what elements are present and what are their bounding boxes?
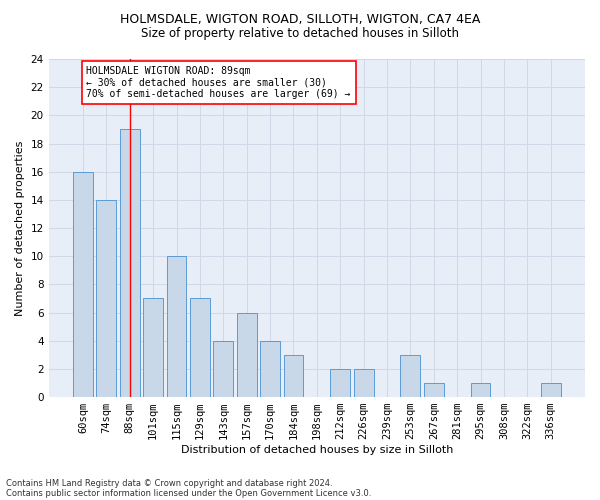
Bar	[284, 355, 304, 397]
Bar	[167, 256, 187, 397]
Bar	[400, 355, 421, 397]
Bar	[190, 298, 210, 397]
Bar	[541, 383, 560, 397]
X-axis label: Distribution of detached houses by size in Silloth: Distribution of detached houses by size …	[181, 445, 453, 455]
Text: Contains public sector information licensed under the Open Government Licence v3: Contains public sector information licen…	[6, 488, 371, 498]
Bar	[120, 130, 140, 397]
Bar	[73, 172, 93, 397]
Y-axis label: Number of detached properties: Number of detached properties	[15, 140, 25, 316]
Bar	[143, 298, 163, 397]
Bar	[353, 369, 374, 397]
Text: HOLMSDALE WIGTON ROAD: 89sqm
← 30% of detached houses are smaller (30)
70% of se: HOLMSDALE WIGTON ROAD: 89sqm ← 30% of de…	[86, 66, 351, 99]
Bar	[97, 200, 116, 397]
Bar	[330, 369, 350, 397]
Text: Contains HM Land Registry data © Crown copyright and database right 2024.: Contains HM Land Registry data © Crown c…	[6, 478, 332, 488]
Text: HOLMSDALE, WIGTON ROAD, SILLOTH, WIGTON, CA7 4EA: HOLMSDALE, WIGTON ROAD, SILLOTH, WIGTON,…	[120, 12, 480, 26]
Bar	[424, 383, 443, 397]
Bar	[470, 383, 490, 397]
Bar	[260, 340, 280, 397]
Bar	[237, 312, 257, 397]
Bar	[214, 340, 233, 397]
Text: Size of property relative to detached houses in Silloth: Size of property relative to detached ho…	[141, 28, 459, 40]
